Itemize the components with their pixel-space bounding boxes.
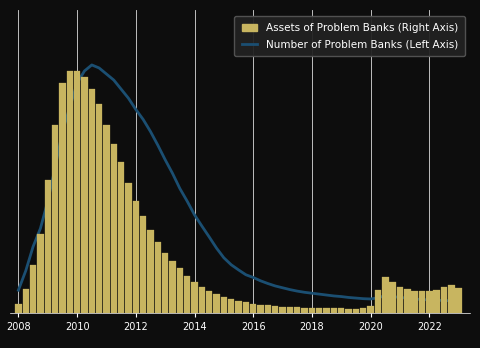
- Bar: [155, 242, 161, 313]
- Bar: [264, 305, 271, 313]
- Bar: [59, 83, 66, 313]
- Bar: [206, 291, 213, 313]
- Bar: [257, 305, 264, 313]
- Bar: [338, 308, 345, 313]
- Bar: [125, 183, 132, 313]
- Bar: [360, 308, 367, 313]
- Bar: [346, 309, 352, 313]
- Bar: [324, 308, 330, 313]
- Bar: [419, 291, 425, 313]
- Bar: [177, 268, 183, 313]
- Bar: [397, 286, 403, 313]
- Bar: [367, 306, 374, 313]
- Bar: [110, 144, 117, 313]
- Legend: Assets of Problem Banks (Right Axis), Number of Problem Banks (Left Axis): Assets of Problem Banks (Right Axis), Nu…: [234, 16, 465, 56]
- Bar: [353, 309, 359, 313]
- Bar: [235, 301, 242, 313]
- Bar: [426, 291, 432, 313]
- Bar: [272, 306, 278, 313]
- Bar: [162, 253, 168, 313]
- Bar: [140, 216, 146, 313]
- Bar: [169, 261, 176, 313]
- Bar: [184, 276, 191, 313]
- Bar: [199, 286, 205, 313]
- Bar: [23, 289, 29, 313]
- Bar: [81, 77, 88, 313]
- Bar: [309, 308, 315, 313]
- Bar: [96, 104, 102, 313]
- Bar: [213, 294, 220, 313]
- Bar: [294, 307, 300, 313]
- Bar: [375, 290, 381, 313]
- Bar: [448, 285, 455, 313]
- Bar: [228, 299, 234, 313]
- Bar: [191, 282, 198, 313]
- Bar: [287, 307, 293, 313]
- Bar: [88, 89, 95, 313]
- Bar: [250, 303, 256, 313]
- Bar: [243, 302, 249, 313]
- Bar: [147, 230, 154, 313]
- Bar: [30, 265, 36, 313]
- Bar: [404, 289, 410, 313]
- Bar: [433, 290, 440, 313]
- Bar: [456, 288, 462, 313]
- Bar: [411, 291, 418, 313]
- Bar: [132, 201, 139, 313]
- Bar: [45, 180, 51, 313]
- Bar: [74, 71, 80, 313]
- Bar: [279, 307, 286, 313]
- Bar: [52, 126, 59, 313]
- Bar: [389, 282, 396, 313]
- Bar: [301, 308, 308, 313]
- Bar: [103, 126, 110, 313]
- Bar: [118, 162, 124, 313]
- Bar: [382, 277, 388, 313]
- Bar: [37, 235, 44, 313]
- Bar: [67, 71, 73, 313]
- Bar: [441, 287, 447, 313]
- Bar: [221, 297, 227, 313]
- Bar: [316, 308, 323, 313]
- Bar: [331, 308, 337, 313]
- Bar: [15, 304, 22, 313]
